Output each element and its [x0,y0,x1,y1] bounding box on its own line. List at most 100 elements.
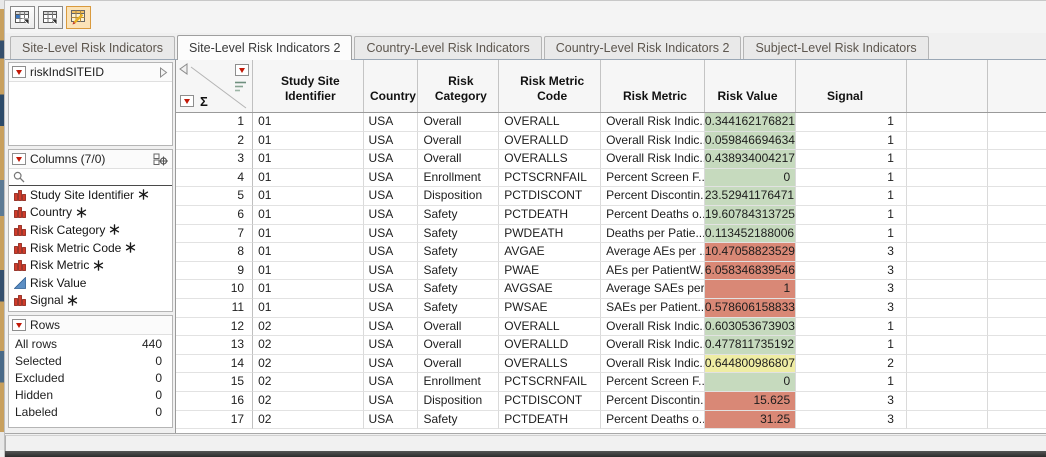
cell-signal[interactable]: 1 [796,373,907,392]
cell-risk-metric-code[interactable]: PCTDISCONT [499,187,602,206]
cell-study-site-identifier[interactable]: 02 [253,391,364,411]
row-number[interactable]: 2 [176,131,254,151]
cell-risk-category[interactable]: Enrollment [418,168,500,188]
cell-country[interactable]: USA [363,391,419,411]
tab-subject-level-risk-indicators[interactable]: Subject-Level Risk Indicators [743,36,929,59]
column-item-country[interactable]: Country [9,204,172,222]
cell-country[interactable]: USA [363,317,419,337]
cell-country[interactable]: USA [363,150,419,169]
cell-risk-metric-code[interactable]: OVERALLS [499,354,602,374]
tab-site-level-risk-indicators-2[interactable]: Site-Level Risk Indicators 2 [177,35,353,60]
cell-empty-2[interactable] [988,355,1046,374]
cell-country[interactable]: USA [363,131,419,151]
cell-signal[interactable]: 1 [796,168,907,188]
cell-risk-category[interactable]: Overall [418,131,500,151]
cell-risk-value[interactable]: 0.113452188006 [704,224,797,244]
cell-country[interactable]: USA [363,205,419,225]
cell-risk-value[interactable]: 0.578606158833 [704,298,797,318]
cell-risk-metric[interactable]: Overall Risk Indic... [601,317,705,337]
cell-risk-metric[interactable]: Percent Deaths o... [601,205,705,225]
column-header-country[interactable]: Country [364,60,419,112]
cell-risk-metric[interactable]: AEs per PatientW... [601,261,705,281]
cell-study-site-identifier[interactable]: 01 [253,187,364,206]
row-number[interactable]: 9 [176,261,254,281]
cell-risk-value[interactable]: 0.059846694634 [704,131,797,151]
cell-empty-1[interactable] [906,410,989,430]
cell-country[interactable]: USA [363,168,419,188]
cell-risk-metric-code[interactable]: OVERALLD [499,131,602,151]
column-header-study-site-identifier[interactable]: Study Site Identifier [253,60,364,112]
cell-risk-metric[interactable]: Overall Risk Indic... [601,354,705,374]
column-header-signal[interactable]: Signal [796,60,907,112]
row-number[interactable]: 5 [176,187,254,206]
cell-risk-metric[interactable]: Average SAEs per... [601,280,705,299]
data-table-button-2[interactable] [38,5,63,29]
cell-risk-value[interactable]: 31.25 [704,410,797,430]
cell-empty-2[interactable] [988,225,1046,244]
row-number[interactable]: 13 [176,336,254,355]
cell-risk-value[interactable]: 6.058346839546 [704,261,797,281]
columns-menu-button[interactable] [12,153,26,165]
cell-risk-category[interactable]: Overall [418,336,500,355]
row-number[interactable]: 7 [176,224,254,244]
cell-risk-value[interactable]: 0.644800986807 [704,354,797,374]
cell-signal[interactable]: 1 [796,224,907,244]
cell-risk-category[interactable]: Disposition [418,391,500,411]
cell-empty-1[interactable] [906,224,989,244]
row-number[interactable]: 12 [176,317,254,337]
cell-empty-1[interactable] [906,261,989,281]
column-item-risk-metric-code[interactable]: Risk Metric Code [9,239,172,257]
cell-risk-metric[interactable]: Deaths per Patie... [601,224,705,244]
cell-risk-value[interactable]: 0.603053673903 [704,317,797,337]
row-stat-selected[interactable]: Selected 0 [9,352,172,369]
cell-signal[interactable]: 1 [796,336,907,355]
cell-study-site-identifier[interactable]: 02 [253,336,364,355]
cell-country[interactable]: USA [363,410,419,430]
cell-signal[interactable]: 3 [796,243,907,262]
row-number[interactable]: 10 [176,280,254,299]
cell-empty-2[interactable] [988,243,1046,262]
cell-risk-metric-code[interactable]: PCTDISCONT [499,391,602,411]
cell-risk-metric-code[interactable]: OVERALLS [499,150,602,169]
cell-country[interactable]: USA [363,113,419,132]
column-item-study-site-identifier[interactable]: Study Site Identifier [9,186,172,204]
cell-risk-category[interactable]: Safety [418,410,500,430]
cell-empty-1[interactable] [906,243,989,262]
cell-empty-1[interactable] [906,391,989,411]
cell-country[interactable]: USA [363,224,419,244]
cell-study-site-identifier[interactable]: 01 [253,131,364,151]
cell-signal[interactable]: 1 [796,150,907,169]
cell-empty-2[interactable] [988,187,1046,206]
cell-empty-1[interactable] [906,187,989,206]
cell-risk-category[interactable]: Overall [418,150,500,169]
cell-empty-2[interactable] [988,336,1046,355]
cell-risk-category[interactable]: Overall [418,317,500,337]
column-item-risk-metric[interactable]: Risk Metric [9,256,172,274]
cell-empty-2[interactable] [988,411,1046,430]
cell-country[interactable]: USA [363,187,419,206]
tab-country-level-risk-indicators[interactable]: Country-Level Risk Indicators [354,36,542,59]
cell-risk-category[interactable]: Safety [418,280,500,299]
rows-corner-menu-button[interactable] [180,95,194,107]
cell-risk-metric-code[interactable]: PWAE [499,261,602,281]
cell-risk-value[interactable]: 15.625 [704,391,797,411]
cell-risk-metric-code[interactable]: OVERALL [499,113,602,132]
cell-risk-value[interactable]: 10.47058823529 [704,243,797,262]
cell-study-site-identifier[interactable]: 02 [253,354,364,374]
cell-country[interactable]: USA [363,243,419,262]
cell-risk-value[interactable]: 23.52941176471 [704,187,797,206]
cell-signal[interactable]: 1 [796,131,907,151]
row-number[interactable]: 1 [176,113,254,132]
cell-empty-1[interactable] [906,168,989,188]
cell-risk-value[interactable]: 0.344162176821 [704,113,797,132]
cell-risk-metric-code[interactable]: PWSAE [499,298,602,318]
cell-empty-2[interactable] [988,206,1046,225]
tab-country-level-risk-indicators-2[interactable]: Country-Level Risk Indicators 2 [543,36,742,59]
row-number[interactable]: 4 [176,168,254,188]
cell-risk-metric-code[interactable]: PCTSCRNFAIL [499,168,602,188]
row-number[interactable]: 14 [176,354,254,374]
row-stat-excluded[interactable]: Excluded 0 [9,369,172,386]
cell-risk-metric[interactable]: Overall Risk Indic... [601,113,705,132]
row-number[interactable]: 17 [176,410,254,430]
cell-risk-category[interactable]: Safety [418,261,500,281]
